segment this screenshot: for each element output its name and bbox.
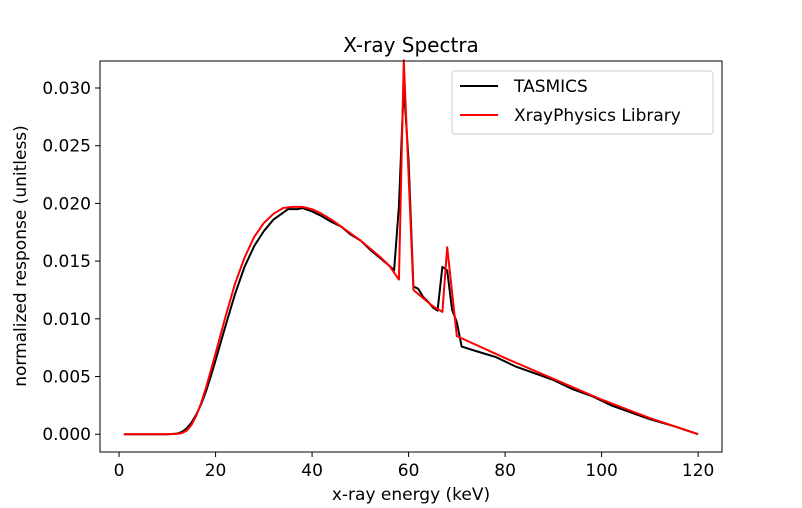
y-axis: 0.000 0.005 0.010 0.015 0.020 0.025 0.030 [42,79,100,445]
y-tick-label: 0.020 [42,194,91,214]
x-tick-label: 0 [114,461,125,481]
legend-box [451,70,714,135]
y-tick-label: 0.015 [42,252,91,272]
x-tick-label: 20 [205,461,227,481]
series-layer [123,59,699,436]
legend-label-xrayphysics: XrayPhysics Library [514,106,681,126]
legend: TASMICS XrayPhysics Library [451,70,714,135]
x-tick-label: 100 [585,461,617,481]
legend-label-tasmics: TASMICS [513,77,588,97]
y-tick-label: 0.025 [42,137,91,157]
x-axis-label: x-ray energy (keV) [332,485,490,505]
y-tick-label: 0.005 [42,368,91,388]
y-tick-label: 0.000 [42,425,91,445]
x-tick-label: 120 [682,461,714,481]
x-axis: 0 20 40 60 80 100 120 [114,452,714,481]
y-tick-label: 0.010 [42,310,91,330]
chart-title: X-ray Spectra [343,33,479,57]
series-line-tasmics [123,84,699,436]
plot-area [99,59,723,453]
x-tick-label: 80 [494,461,516,481]
axes-frame [99,60,723,453]
y-tick-label: 0.030 [42,79,91,99]
series-line-xrayphysics [123,59,699,436]
y-axis-label: normalized response (unitless) [11,125,31,387]
x-tick-label: 40 [301,461,323,481]
x-tick-label: 60 [398,461,420,481]
